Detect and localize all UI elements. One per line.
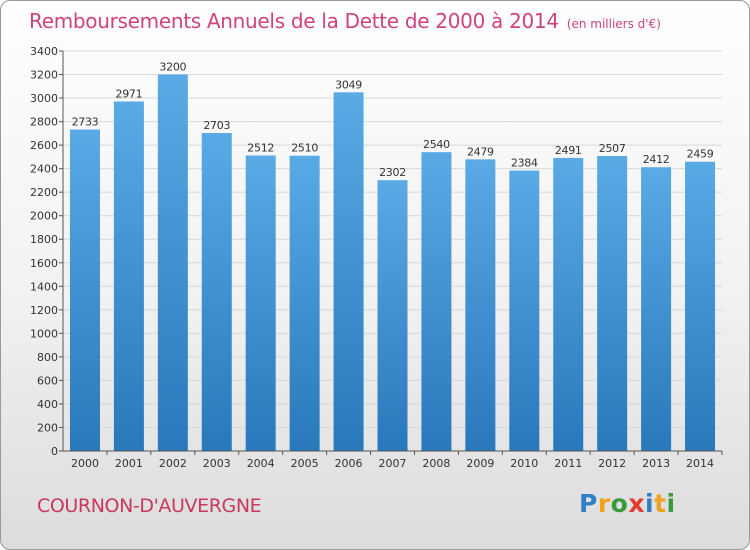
bar [69, 129, 100, 451]
y-tick-label: 400 [37, 398, 58, 411]
logo-letter: i [666, 489, 676, 518]
x-tick-label: 2001 [115, 457, 143, 470]
x-tick-label: 2002 [159, 457, 187, 470]
x-tick-label: 2012 [598, 457, 626, 470]
data-label: 2971 [116, 87, 143, 100]
data-label: 2491 [555, 144, 582, 157]
bar [641, 167, 672, 451]
chart-title-line: Remboursements Annuels de la Dette de 20… [29, 9, 661, 33]
y-tick-label: 3400 [30, 45, 58, 58]
y-tick-label: 200 [37, 421, 58, 434]
y-tick-label: 3200 [30, 69, 58, 82]
bar [597, 156, 628, 451]
x-tick-label: 2003 [203, 457, 231, 470]
data-label: 2540 [423, 138, 450, 151]
bar [157, 74, 188, 451]
bar [201, 133, 232, 451]
y-tick-label: 600 [37, 374, 58, 387]
axes [59, 50, 723, 455]
data-label: 2412 [643, 153, 670, 166]
data-label: 2384 [511, 157, 538, 170]
data-label: 3049 [335, 78, 362, 91]
unit-label: (en milliers d'€) [566, 17, 661, 31]
data-label: 2459 [687, 148, 714, 161]
y-tick-label: 1000 [30, 327, 58, 340]
bar [245, 155, 276, 451]
logo-letter: r [597, 489, 611, 518]
x-tick-label: 2004 [247, 457, 275, 470]
data-label: 2302 [379, 166, 406, 179]
x-tick-label: 2014 [686, 457, 714, 470]
data-label: 3200 [159, 61, 186, 74]
bar [333, 92, 364, 451]
labels: 0 200 400 600 800 1000 1200 1400 1600 1800 2000 220… [30, 45, 714, 470]
logo-letter: P [579, 489, 598, 518]
y-tick-label: 0 [51, 445, 58, 458]
logo-letter: x [628, 489, 645, 518]
y-tick-label: 2200 [30, 186, 58, 199]
bar [421, 152, 452, 452]
x-tick-label: 2006 [335, 457, 363, 470]
bar [377, 180, 408, 452]
logo-letter: t [654, 489, 667, 518]
y-tick-label: 1600 [30, 257, 58, 270]
bar [113, 101, 144, 452]
y-tick-label: 2000 [30, 210, 58, 223]
bar [465, 159, 496, 451]
x-tick-label: 2008 [422, 457, 450, 470]
bar [289, 155, 320, 452]
y-tick-label: 2400 [30, 163, 58, 176]
y-tick-label: 3000 [30, 92, 58, 105]
x-tick-label: 2013 [642, 457, 670, 470]
data-label: 2507 [599, 142, 626, 155]
bar [553, 157, 584, 452]
data-label: 2479 [467, 145, 494, 158]
data-label: 2703 [203, 119, 230, 132]
bar [685, 161, 716, 452]
chart-title: Remboursements Annuels de la Dette de 20… [29, 9, 559, 33]
x-tick-label: 2007 [379, 457, 407, 470]
proxiti-logo: Proxiti [579, 489, 676, 518]
y-tick-label: 1200 [30, 304, 58, 317]
y-tick-label: 1800 [30, 233, 58, 246]
data-label: 2512 [247, 141, 274, 154]
x-tick-label: 2000 [71, 457, 99, 470]
logo-letter: o [610, 489, 629, 518]
x-tick-label: 2005 [291, 457, 319, 470]
x-tick-label: 2009 [466, 457, 494, 470]
x-tick-label: 2010 [510, 457, 538, 470]
bars [69, 74, 716, 452]
x-tick-label: 2011 [554, 457, 582, 470]
y-tick-label: 2800 [30, 116, 58, 129]
y-tick-label: 800 [37, 351, 58, 364]
commune-name: COURNON-D'AUVERGNE [37, 495, 262, 517]
bar [509, 170, 540, 451]
data-label: 2510 [291, 142, 318, 155]
y-tick-label: 2600 [30, 139, 58, 152]
y-tick-label: 1400 [30, 280, 58, 293]
logo-letter: i [645, 489, 655, 518]
data-label: 2733 [72, 115, 99, 128]
